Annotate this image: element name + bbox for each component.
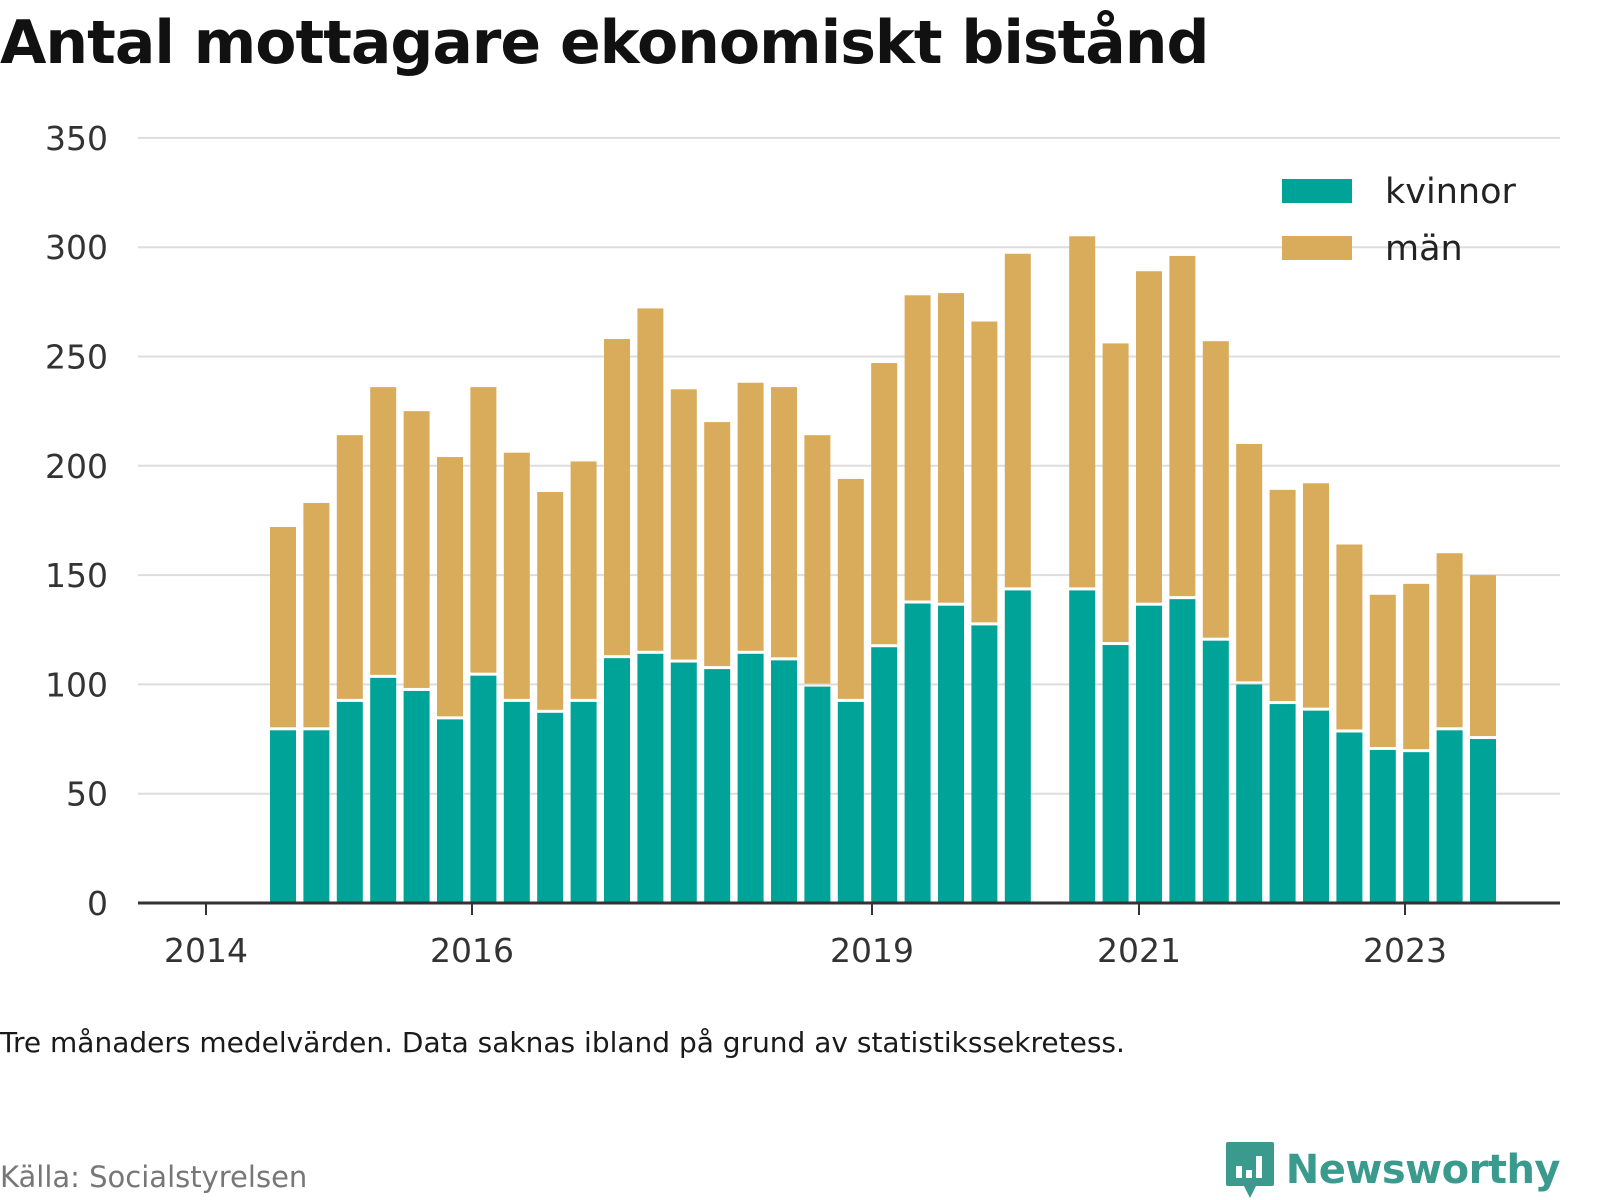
bar-kvinnor [771, 660, 797, 903]
bar-man [470, 387, 497, 673]
x-tick-label: 2023 [1363, 931, 1447, 970]
bar-man [437, 457, 463, 717]
bar-kvinnor [303, 730, 330, 903]
bar-man [1202, 341, 1229, 638]
bar-kvinnor [537, 712, 564, 903]
bar-man [938, 293, 964, 603]
bar-kvinnor [1436, 730, 1463, 903]
bar-man [1169, 255, 1196, 597]
bar-kvinnor [1202, 640, 1229, 903]
legend-swatch-kvinnor [1282, 179, 1352, 203]
legend-label-man: män [1385, 229, 1463, 269]
bar-kvinnor [1236, 684, 1263, 903]
bar-kvinnor [403, 690, 430, 903]
bar-man [604, 339, 630, 656]
bar-chart-speech-bubble-icon [1225, 1142, 1274, 1198]
bar-kvinnor [570, 701, 597, 903]
y-tick-label: 0 [87, 884, 108, 923]
source-credit: Källa: Socialstyrelsen [0, 1160, 308, 1194]
stacked-bar-chart: 0 50 100 150 200 250 300 350 2014 2016 2019 2021 202… [45, 119, 1560, 970]
legend: kvinnor män [1282, 172, 1516, 269]
bar-man [503, 452, 530, 699]
bar-man [804, 435, 831, 684]
x-tick-label: 2014 [164, 931, 248, 970]
bar-kvinnor [1403, 752, 1430, 903]
bar-man [1336, 544, 1363, 730]
y-tick-label: 350 [45, 119, 108, 158]
bar-man [270, 527, 296, 728]
bar-kvinnor [1336, 732, 1363, 903]
bar-kvinnor [837, 701, 864, 903]
bar-kvinnor [871, 647, 898, 903]
bar-man [1436, 553, 1463, 728]
y-tick-label: 150 [45, 556, 108, 595]
bar-kvinnor [336, 701, 363, 903]
bar-kvinnor [938, 605, 964, 903]
bar-man [336, 435, 363, 699]
bar-man [637, 308, 664, 651]
bar-man [570, 461, 597, 699]
y-tick-label: 100 [45, 665, 108, 704]
bar-man [303, 502, 330, 728]
bar-kvinnor [804, 686, 831, 903]
logo-text: Newsworthy [1285, 1147, 1561, 1193]
bar-man [1136, 271, 1162, 603]
bar-man [1269, 489, 1296, 702]
x-tick-label: 2019 [830, 931, 914, 970]
bar-kvinnor [1303, 710, 1329, 903]
bar-man [971, 321, 998, 623]
bar-man [704, 422, 731, 667]
y-tick-label: 300 [45, 228, 108, 267]
chart-note: Tre månaders medelvärden. Data saknas ib… [0, 1026, 1125, 1059]
bar-man [737, 382, 764, 651]
bar-man [1369, 594, 1396, 747]
bar-kvinnor [737, 653, 764, 903]
bar-kvinnor [1069, 590, 1096, 903]
bar-man [1102, 343, 1129, 643]
bar-man [1303, 483, 1329, 708]
bar-kvinnor [704, 669, 731, 903]
legend-label-kvinnor: kvinnor [1385, 172, 1516, 212]
bar-man [1004, 253, 1031, 588]
bar-kvinnor [1269, 704, 1296, 903]
newsworthy-logo: Newsworthy [1224, 1140, 1561, 1200]
bar-man [670, 389, 697, 660]
bar-kvinnor [1470, 739, 1496, 903]
bar-kvinnor [971, 625, 998, 903]
bar-kvinnor [1004, 590, 1031, 903]
y-tick-label: 50 [66, 775, 108, 814]
bar-man [370, 387, 397, 675]
bar-kvinnor [370, 677, 397, 903]
bar-man [1403, 583, 1430, 750]
x-tick-label: 2021 [1097, 931, 1181, 970]
bar-man [1236, 443, 1263, 682]
bar-kvinnor [1136, 605, 1162, 903]
bar-kvinnor [670, 662, 697, 903]
bar-man [837, 478, 864, 699]
legend-swatch-man [1282, 236, 1352, 260]
bar-man [771, 387, 797, 658]
bar-kvinnor [437, 719, 463, 903]
axes: 0 50 100 150 200 250 300 350 2014 2016 2019 2021 202… [45, 119, 1560, 970]
bar-man [1470, 575, 1496, 737]
bar-kvinnor [604, 658, 630, 903]
y-tick-label: 250 [45, 338, 108, 377]
bar-kvinnor [904, 603, 931, 903]
bar-kvinnor [503, 701, 530, 903]
bar-kvinnor [270, 730, 296, 903]
x-tick-label: 2016 [430, 931, 514, 970]
bar-kvinnor [637, 653, 664, 903]
bar-kvinnor [1102, 645, 1129, 903]
chart-title: Antal mottagare ekonomiskt bistånd [0, 8, 1209, 78]
bar-marks [270, 236, 1496, 903]
bar-man [537, 492, 564, 710]
bar-man [1069, 236, 1096, 588]
y-tick-label: 200 [45, 447, 108, 486]
bar-man [403, 411, 430, 688]
bar-kvinnor [1369, 749, 1396, 903]
bar-man [871, 363, 898, 645]
bar-kvinnor [1169, 599, 1196, 903]
bar-kvinnor [470, 675, 497, 903]
bar-man [904, 295, 931, 601]
